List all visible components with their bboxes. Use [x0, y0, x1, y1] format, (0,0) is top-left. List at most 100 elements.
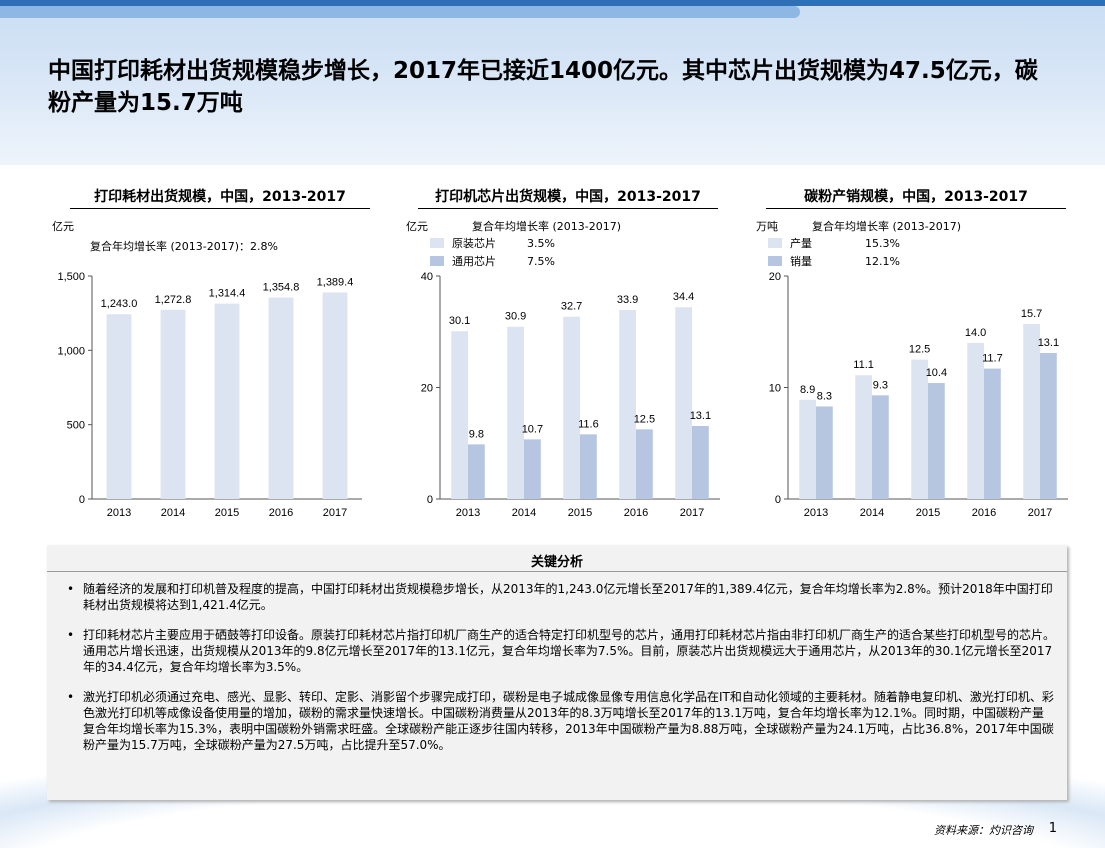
key-analysis-panel: 关键分析 随着经济的发展和打印机普及程度的提高，中国打印耗材出货规模稳步增长，从… [47, 545, 1067, 800]
data-label: 33.9 [617, 294, 638, 306]
data-label: 1,314.4 [209, 288, 246, 300]
analysis-bullet: 激光打印机必须通过充电、感光、显影、转印、定影、消影留个步骤完成打印，碳粉是电子… [67, 689, 1055, 753]
data-label: 11.7 [982, 353, 1003, 365]
legend-cagr: 7.5% [527, 254, 555, 268]
chart-title: 碳粉产销规模，中国，2013-2017 [766, 186, 1066, 209]
legend-cagr: 15.3% [865, 236, 900, 250]
x-tick-label: 2015 [568, 507, 592, 519]
bar [507, 326, 524, 499]
data-label: 12.5 [909, 344, 930, 356]
bar-chart-printer-chips: 0 20 40 30.1 9.8 2013 30.9 10.7 2014 32.7 11.6 2015… [421, 271, 720, 519]
bar [967, 342, 984, 499]
data-label: 12.5 [634, 413, 655, 425]
x-tick-label: 2016 [972, 507, 996, 519]
bar [692, 425, 709, 499]
bar [106, 314, 132, 499]
data-label: 9.8 [469, 428, 484, 440]
y-tick-label: 1,500 [57, 271, 85, 283]
bar [1023, 323, 1040, 499]
chart-toner: 碳粉产销规模，中国，2013-2017 万吨 复合年均增长率 (2013-201… [748, 186, 1083, 526]
legend-label: 通用芯片 [452, 255, 496, 268]
legend-item: 产量 15.3% [768, 234, 900, 252]
legend-item: 原装芯片 3.5% [430, 234, 555, 252]
data-label: 1,272.8 [155, 294, 192, 306]
chart-unit: 亿元 [52, 220, 74, 233]
data-label: 13.1 [1038, 337, 1059, 349]
bar [928, 383, 945, 499]
bar [268, 297, 294, 499]
x-tick-label: 2017 [1028, 507, 1052, 519]
x-tick-label: 2013 [456, 507, 480, 519]
bar [451, 331, 468, 499]
bar [619, 310, 636, 499]
page-number: 1 [1048, 821, 1057, 836]
x-tick-label: 2017 [680, 507, 704, 519]
x-tick-label: 2014 [860, 507, 884, 519]
chart-unit: 万吨 [756, 220, 778, 233]
divider [47, 571, 1067, 572]
bar [524, 439, 541, 499]
data-label: 10.4 [926, 367, 947, 379]
bar [160, 309, 186, 499]
bar [872, 395, 889, 499]
x-tick-label: 2016 [269, 507, 293, 519]
bar [799, 399, 816, 499]
header-stripe [0, 0, 1105, 6]
legend-label: 原装芯片 [452, 237, 496, 250]
y-tick-label: 20 [421, 383, 433, 395]
data-label: 14.0 [965, 327, 986, 339]
bar [855, 375, 872, 499]
x-tick-label: 2013 [107, 507, 131, 519]
header-band [0, 0, 1105, 165]
data-label: 30.9 [505, 311, 526, 323]
data-label: 10.7 [522, 423, 543, 435]
x-tick-label: 2014 [512, 507, 536, 519]
data-label: 9.3 [873, 379, 888, 391]
bar [468, 444, 485, 499]
data-label: 1,389.4 [317, 276, 354, 288]
legend-cagr: 12.1% [865, 254, 900, 268]
legend-label: 销量 [790, 255, 812, 268]
legend-swatch [768, 256, 782, 266]
bar [322, 292, 348, 499]
y-tick-label: 0 [427, 494, 433, 506]
x-tick-label: 2013 [804, 507, 828, 519]
data-label: 1,354.8 [263, 282, 300, 294]
legend-item: 销量 12.1% [768, 252, 900, 270]
legend-swatch [430, 256, 444, 266]
y-tick-label: 40 [421, 271, 433, 283]
legend: 原装芯片 3.5% 通用芯片 7.5% [430, 234, 555, 270]
legend-header: 复合年均增长率 (2013-2017) [472, 220, 622, 233]
analysis-title: 关键分析 [530, 555, 583, 570]
bar [636, 429, 653, 499]
bar [816, 406, 833, 499]
x-tick-label: 2015 [215, 507, 239, 519]
x-tick-label: 2015 [916, 507, 940, 519]
x-tick-label: 2017 [323, 507, 347, 519]
y-tick-label: 0 [775, 494, 781, 506]
legend-cagr: 3.5% [527, 236, 555, 250]
y-tick-label: 20 [769, 271, 781, 283]
chart-unit: 亿元 [406, 220, 428, 233]
data-label: 8.3 [817, 390, 832, 402]
header-stripe-accent [0, 6, 800, 18]
data-label: 34.4 [673, 291, 694, 303]
legend-swatch [768, 238, 782, 248]
legend-swatch [430, 238, 444, 248]
analysis-bullets: 随着经济的发展和打印机普及程度的提高，中国打印耗材出货规模稳步增长，从2013年… [67, 581, 1055, 767]
bar [911, 359, 928, 499]
x-tick-label: 2016 [624, 507, 648, 519]
bar-chart-consumables: 0 500 1,000 1,500 1,243.0 2013 1,272.8 2014 1,31… [57, 271, 362, 519]
chart-title: 打印耗材出货规模，中国，2013-2017 [70, 186, 370, 209]
legend: 产量 15.3% 销量 12.1% [768, 234, 900, 270]
bar [214, 303, 240, 499]
bar [580, 434, 597, 499]
bar [675, 307, 692, 499]
analysis-bullet: 打印耗材芯片主要应用于硒鼓等打印设备。原装打印耗材芯片指打印机厂商生产的适合特定… [67, 627, 1055, 675]
analysis-bullet: 随着经济的发展和打印机普及程度的提高，中国打印耗材出货规模稳步增长，从2013年… [67, 581, 1055, 613]
y-tick-label: 0 [79, 494, 85, 506]
chart-title: 打印机芯片出货规模，中国，2013-2017 [418, 186, 718, 209]
data-label: 32.7 [561, 301, 582, 313]
data-label: 13.1 [690, 410, 711, 422]
chart-consumables: 打印耗材出货规模，中国，2013-2017 亿元 复合年均增长率 (2013-2… [52, 186, 372, 526]
